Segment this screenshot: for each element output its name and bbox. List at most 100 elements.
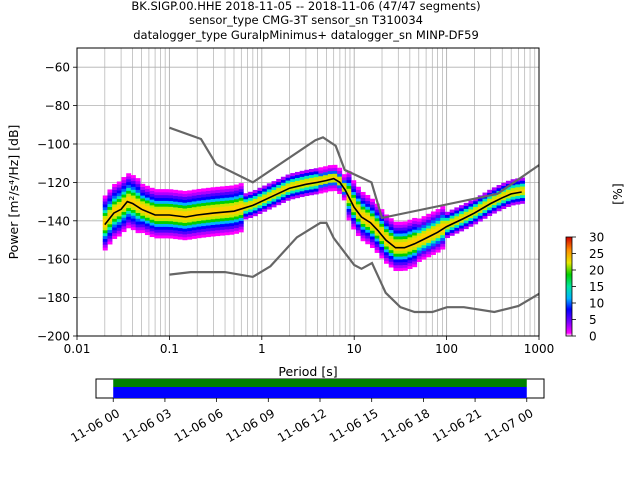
heatmap-cell <box>243 196 249 200</box>
heatmap-cell <box>402 247 408 251</box>
heatmap-cell <box>346 205 352 209</box>
heatmap-cell <box>435 249 441 253</box>
heatmap-cell <box>309 169 315 173</box>
heatmap-cell <box>219 203 225 207</box>
heatmap-cell <box>276 199 282 203</box>
heatmap-cell <box>327 173 333 177</box>
heatmap-cell <box>430 220 436 224</box>
heatmap-cell <box>276 196 282 200</box>
heatmap-cell <box>416 235 422 239</box>
heatmap-cell <box>444 231 450 236</box>
heatmap-cell <box>294 180 300 184</box>
heatmap-cell <box>224 185 230 190</box>
heatmap-cell <box>149 205 155 209</box>
heatmap-cell <box>459 213 465 217</box>
heatmap-cell <box>426 233 432 238</box>
time-tick-label: 11-07 00 <box>482 406 536 445</box>
heatmap-cell <box>248 197 254 201</box>
heatmap-cell <box>355 215 361 219</box>
heatmap-cell <box>210 210 216 214</box>
heatmap-cell <box>196 217 202 221</box>
heatmap-cell <box>112 215 118 219</box>
heatmap-cell <box>266 206 272 210</box>
heatmap-cell <box>201 234 207 238</box>
heatmap-cell <box>519 200 525 204</box>
heatmap-cell <box>112 198 118 202</box>
heatmap-cell <box>102 198 108 202</box>
heatmap-cell <box>360 223 366 227</box>
heatmap-cell <box>205 213 211 217</box>
heatmap-cell <box>337 176 343 180</box>
heatmap-cell <box>224 200 230 204</box>
heatmap-cell <box>398 236 404 240</box>
heatmap-cell <box>266 200 272 204</box>
heatmap-cell <box>426 216 432 220</box>
heatmap-cell <box>299 190 305 195</box>
heatmap-cell <box>369 239 375 243</box>
heatmap-cell <box>407 231 413 235</box>
heatmap-cell <box>229 228 235 232</box>
heatmap-cell <box>473 198 479 202</box>
heatmap-cell <box>491 204 497 208</box>
heatmap-cell <box>135 206 141 211</box>
heatmap-cell <box>491 201 497 205</box>
heatmap-cell <box>323 177 329 181</box>
heatmap-cell <box>196 200 202 204</box>
heatmap-cell <box>440 237 446 241</box>
heatmap-cell <box>173 212 179 217</box>
heatmap-cell <box>491 190 497 194</box>
heatmap-cell <box>102 201 108 205</box>
x-axis: 0.01 0.1 1 10 100 1000 <box>64 336 554 356</box>
heatmap-cell <box>327 170 333 175</box>
heatmap-cell <box>130 189 136 193</box>
heatmap-cell <box>163 212 169 216</box>
heatmap-cell <box>126 202 132 206</box>
heatmap-cell <box>159 203 165 207</box>
heatmap-cell <box>210 187 216 191</box>
heatmap-cell <box>191 224 197 228</box>
heatmap-cell <box>238 200 244 204</box>
heatmap-cell <box>346 176 352 181</box>
heatmap-cell <box>360 209 366 213</box>
heatmap-cell <box>496 196 502 200</box>
heatmap-cell <box>112 183 118 188</box>
heatmap-cell <box>332 167 338 171</box>
heatmap-cell <box>360 200 366 204</box>
heatmap-cell <box>477 201 483 205</box>
heatmap-cell <box>384 223 390 227</box>
heatmap-cell <box>421 233 427 237</box>
heatmap-cell <box>201 225 207 229</box>
heatmap-cell <box>501 205 507 209</box>
heatmap-cell <box>159 232 165 236</box>
heatmap-cell <box>234 216 240 220</box>
heatmap-cell <box>191 227 197 231</box>
heatmap-cell <box>407 245 413 249</box>
heatmap-cell <box>393 233 399 237</box>
heatmap-cell <box>130 206 136 210</box>
heatmap-cell <box>196 220 202 224</box>
heatmap-cell <box>224 188 230 192</box>
heatmap-cell <box>135 178 141 182</box>
heatmap-cell <box>163 223 169 227</box>
heatmap-cell <box>276 178 282 183</box>
heatmap-cell <box>140 195 146 199</box>
heatmap-cell <box>126 225 132 229</box>
heatmap-cell <box>430 231 436 235</box>
heatmap-cell <box>510 190 516 194</box>
heatmap-cell <box>271 186 277 191</box>
heatmap-cell <box>351 211 357 216</box>
heatmap-cell <box>360 194 366 199</box>
heatmap-cell <box>187 196 193 200</box>
heatmap-cell <box>304 187 310 191</box>
colorbar-gradient <box>565 236 573 337</box>
heatmap-cell <box>215 230 221 234</box>
heatmap-cell <box>201 214 207 218</box>
heatmap-cell <box>487 195 493 199</box>
heatmap-cell <box>412 258 418 262</box>
heatmap-cell <box>177 219 183 223</box>
heatmap-cell <box>140 209 146 213</box>
heatmap-cell <box>412 235 418 239</box>
heatmap-cell <box>182 202 188 206</box>
heatmap-cell <box>290 196 296 200</box>
heatmap-cell <box>116 233 122 237</box>
